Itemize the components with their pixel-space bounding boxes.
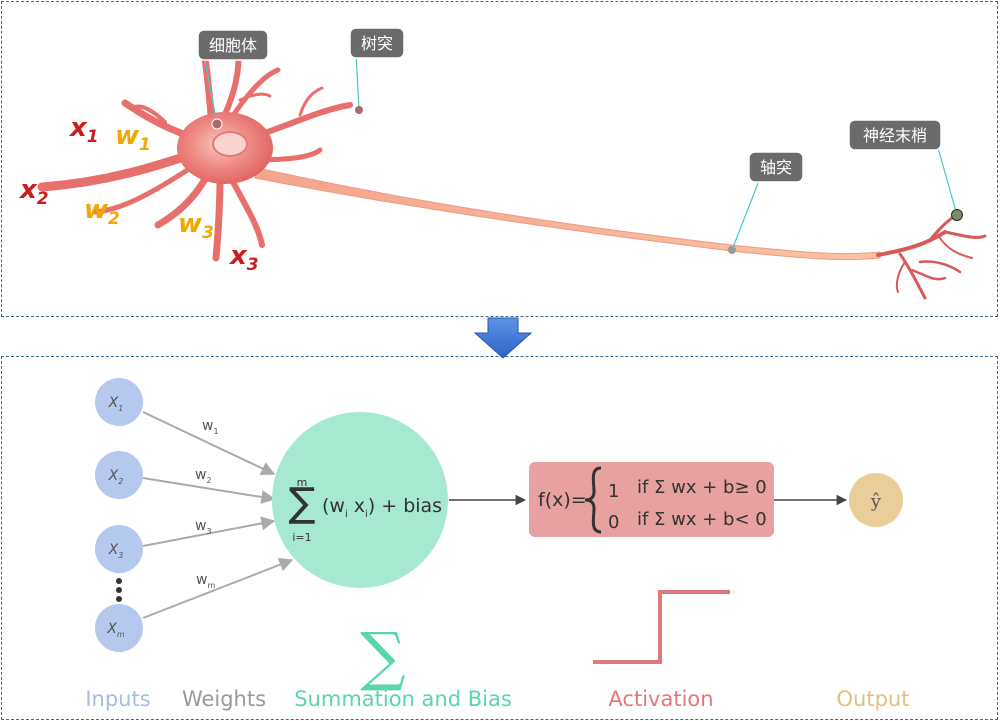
callout-soma: 细胞体 xyxy=(197,29,269,61)
down-arrow-icon xyxy=(473,317,533,359)
callout-terminal: 神经末梢 xyxy=(848,119,942,151)
dendrites xyxy=(37,47,353,262)
label-soma: 细胞体 xyxy=(209,36,257,55)
legend-inputs: Inputs xyxy=(85,687,150,711)
activation-brace xyxy=(584,466,602,534)
soma-marker xyxy=(211,118,223,130)
label-leaders xyxy=(203,53,958,251)
weight-label-3: w3 xyxy=(195,518,212,536)
weight-label-m: wm xyxy=(196,572,215,590)
activation-case1-value: 1 xyxy=(608,481,619,502)
activation-case2-value: 0 xyxy=(608,512,619,533)
summation-node: m ∑ i=1 (wi xi) + bias xyxy=(272,412,448,588)
activation-case2-condition: if Σ wx + b< 0 xyxy=(637,509,767,530)
activation-case1-condition: if Σ wx + b≥ 0 xyxy=(637,477,767,498)
activation-fx: f(x)= xyxy=(538,489,587,511)
neuron-w1-label: w1 xyxy=(115,121,151,155)
axon xyxy=(254,167,881,261)
axon-marker xyxy=(728,246,736,254)
sum-expression: (wi xi) + bias xyxy=(322,495,442,520)
neuron-illustration: 细胞体 树突 轴突 神经末梢 x1 w1 x2 w2 w3 x3 xyxy=(18,27,987,300)
input-node-2: X2 xyxy=(95,451,143,499)
activation-box: f(x)= 1 if Σ wx + b≥ 0 0 if Σ wx + b< 0 xyxy=(529,462,774,537)
weight-arrows xyxy=(142,411,294,619)
axon-terminal xyxy=(876,212,987,300)
svg-text:Xm: Xm xyxy=(106,621,125,639)
perceptron-panel xyxy=(1,356,998,720)
callout-dendrite: 树突 xyxy=(349,27,405,59)
callout-axon: 轴突 xyxy=(748,151,804,183)
svg-text:X1: X1 xyxy=(108,395,124,413)
legend-weights: Weights xyxy=(182,687,266,711)
dendrite-marker xyxy=(355,106,363,114)
input-node-m: Xm xyxy=(95,604,143,652)
ellipsis-dots xyxy=(116,578,122,602)
legend-activation: Activation xyxy=(608,687,713,711)
sigma-icon: ∑ xyxy=(360,620,406,694)
legend-summation: Summation and Bias xyxy=(294,687,512,711)
output-symbol: ŷ xyxy=(870,491,882,512)
perceptron-diagram: X1 X2 X3 Xm w1 w2 w3 w xyxy=(85,378,909,711)
sum-upper-limit: m xyxy=(297,476,308,489)
terminal-marker xyxy=(951,209,963,221)
neuron-w2-label: w2 xyxy=(84,195,120,229)
legend-output: Output xyxy=(837,687,910,711)
weight-label-2: w2 xyxy=(195,467,212,485)
label-dendrite: 树突 xyxy=(361,34,393,53)
neuron-w3-label: w3 xyxy=(178,209,214,243)
nucleus xyxy=(212,131,248,157)
sum-lower-limit: i=1 xyxy=(292,531,311,544)
neuron-x3-label: x3 xyxy=(228,241,259,275)
input-node-1: X1 xyxy=(95,378,143,426)
svg-text:X2: X2 xyxy=(108,468,124,486)
neuron-x2-label: x2 xyxy=(18,175,49,209)
output-node: ŷ xyxy=(849,473,903,527)
step-function-icon xyxy=(593,590,730,664)
neuron-panel xyxy=(1,1,998,317)
sum-sigma-symbol: ∑ xyxy=(289,480,316,526)
label-axon: 轴突 xyxy=(760,158,792,177)
svg-text:X3: X3 xyxy=(108,542,124,560)
label-terminal: 神经末梢 xyxy=(863,126,927,145)
weight-label-1: w1 xyxy=(202,418,219,436)
input-node-3: X3 xyxy=(95,525,143,573)
neuron-x1-label: x1 xyxy=(68,113,99,147)
